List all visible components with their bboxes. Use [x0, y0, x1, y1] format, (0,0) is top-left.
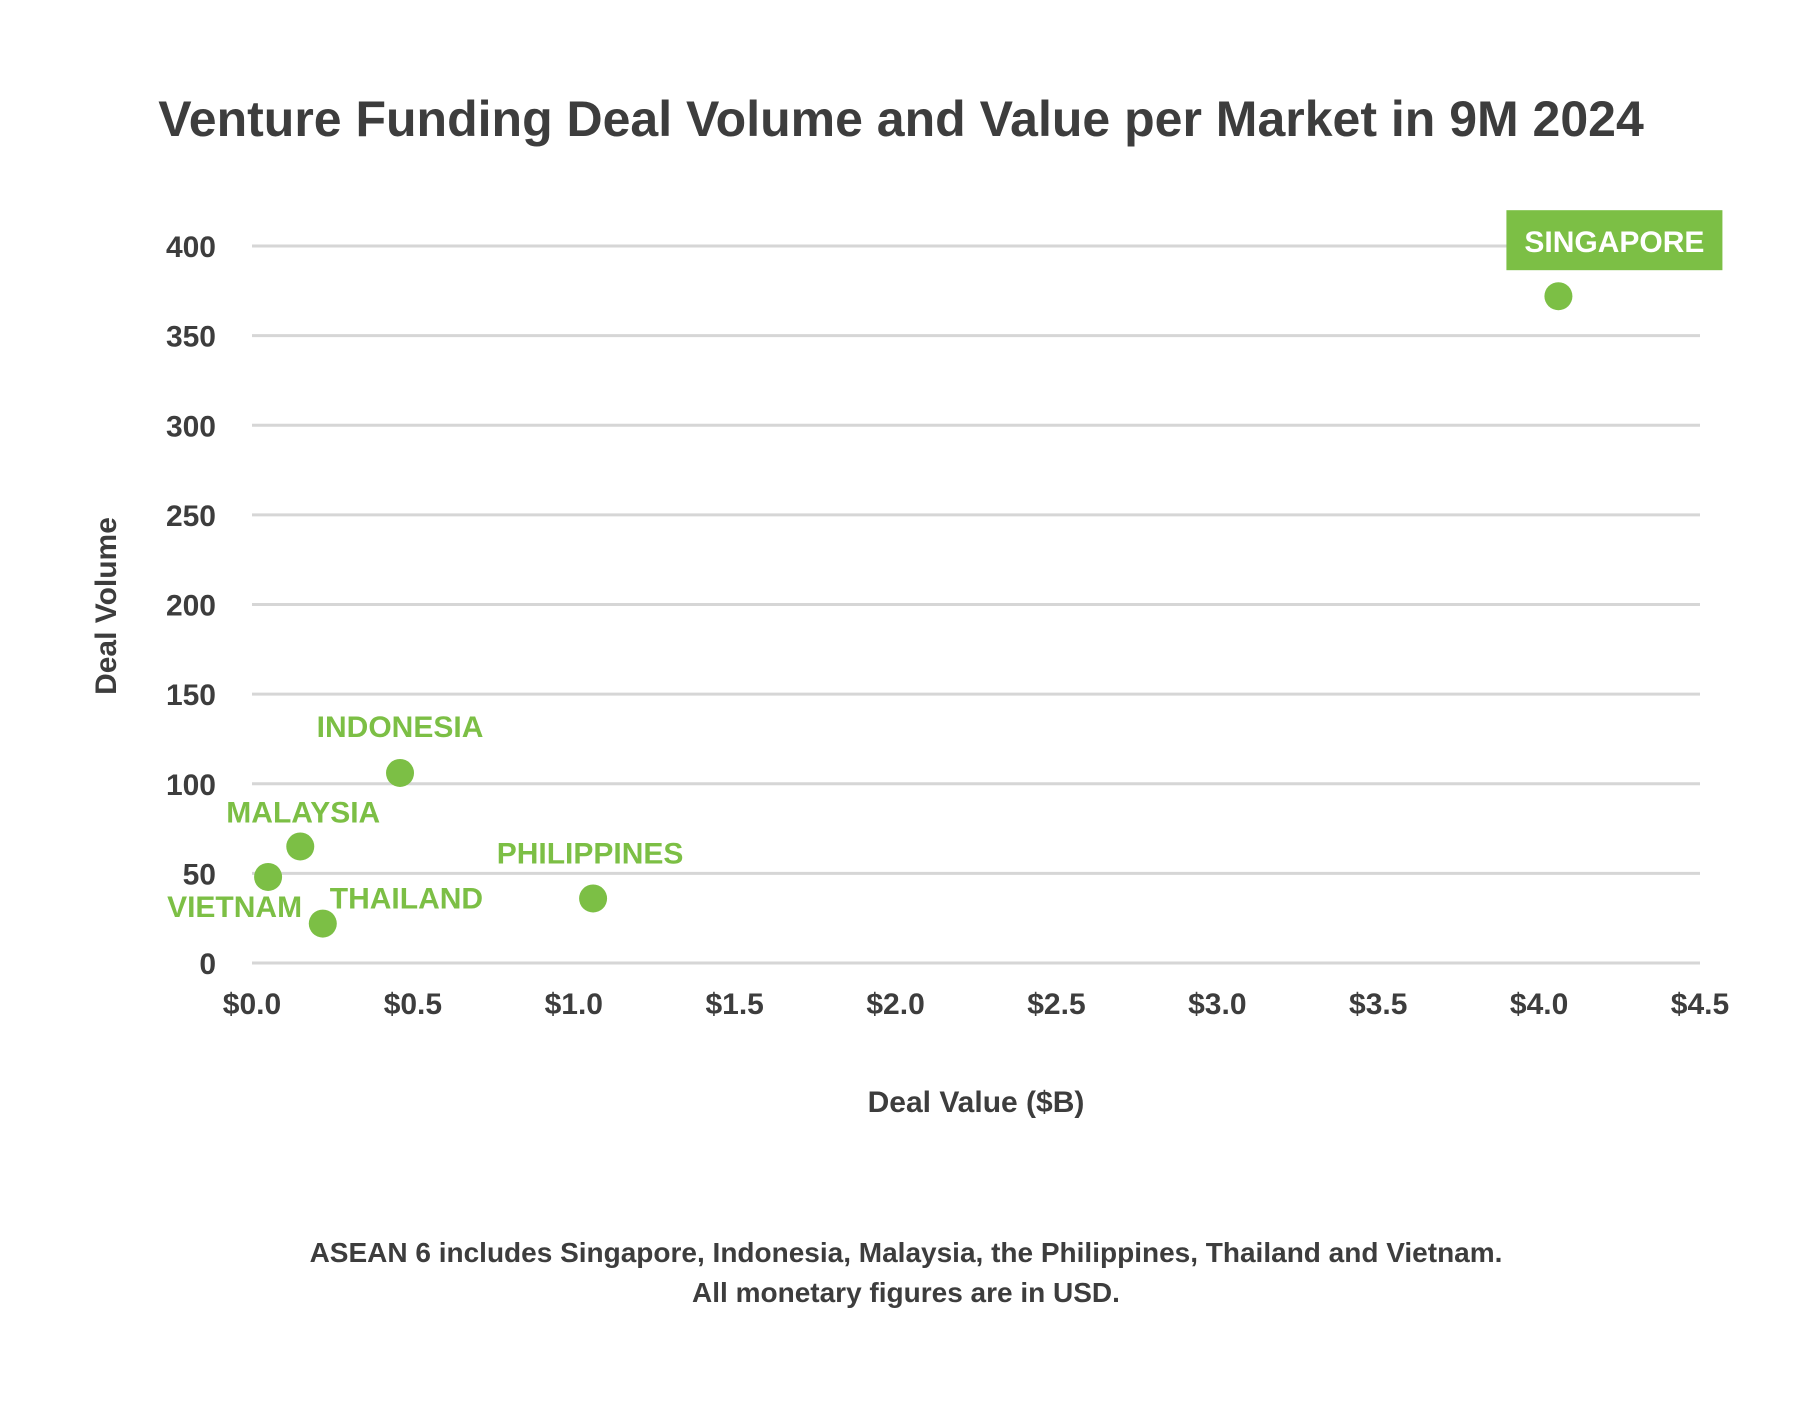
data-point-malaysia: [286, 832, 315, 861]
point-label-philippines: PHILIPPINES: [497, 837, 684, 870]
highlight-label-box: [1506, 210, 1723, 271]
data-point-labels: SINGAPORE INDONESIA MALAYSIA VIETNAM THAILAN…: [167, 210, 1723, 924]
x-tick-label: $4.0: [1510, 988, 1568, 1021]
y-tick-label: 300: [166, 410, 216, 443]
y-axis-title: Deal Volume: [90, 517, 123, 695]
data-point-indonesia: [386, 758, 415, 787]
point-label-vietnam: VIETNAM: [167, 891, 302, 924]
point-label-indonesia: INDONESIA: [317, 711, 484, 744]
point-label-singapore: SINGAPORE: [1524, 226, 1704, 259]
chart-title: Venture Funding Deal Volume and Value pe…: [158, 91, 1644, 147]
footnote-line-1: ASEAN 6 includes Singapore, Indonesia, M…: [310, 1237, 1503, 1268]
y-tick-label: 200: [166, 590, 216, 623]
y-tick-label: 100: [166, 769, 216, 802]
data-points: [254, 282, 1573, 938]
y-tick-label: 400: [166, 231, 216, 264]
data-point-singapore: [1544, 282, 1573, 311]
x-tick-label: $4.5: [1671, 988, 1729, 1021]
gridlines: [252, 244, 1700, 965]
x-axis-ticks: $0.0 $0.5 $1.0 $1.5 $2.0 $2.5 $3.0 $3.5 $4.0 $4.5: [223, 988, 1729, 1021]
y-tick-label: 250: [166, 500, 216, 533]
data-point-thailand: [308, 909, 337, 938]
y-axis-ticks: 0 50 100 150 200 250 300 350 400: [166, 231, 216, 981]
x-tick-label: $1.5: [705, 988, 763, 1021]
y-tick-label: 350: [166, 321, 216, 354]
x-tick-label: $2.5: [1027, 988, 1085, 1021]
x-tick-label: $1.0: [545, 988, 603, 1021]
point-label-malaysia: MALAYSIA: [226, 796, 380, 829]
x-axis-title: Deal Value ($B): [868, 1086, 1085, 1119]
x-tick-label: $2.0: [866, 988, 924, 1021]
point-label-thailand: THAILAND: [330, 883, 483, 916]
x-tick-label: $0.5: [384, 988, 442, 1021]
data-point-philippines: [579, 884, 608, 913]
footnote-line-2: All monetary figures are in USD.: [692, 1277, 1120, 1308]
x-tick-label: $3.5: [1349, 988, 1407, 1021]
y-tick-label: 50: [183, 858, 216, 891]
x-tick-label: $0.0: [223, 988, 281, 1021]
y-tick-label: 150: [166, 679, 216, 712]
x-tick-label: $3.0: [1188, 988, 1246, 1021]
data-point-vietnam: [254, 862, 283, 891]
y-tick-label: 0: [199, 948, 216, 981]
